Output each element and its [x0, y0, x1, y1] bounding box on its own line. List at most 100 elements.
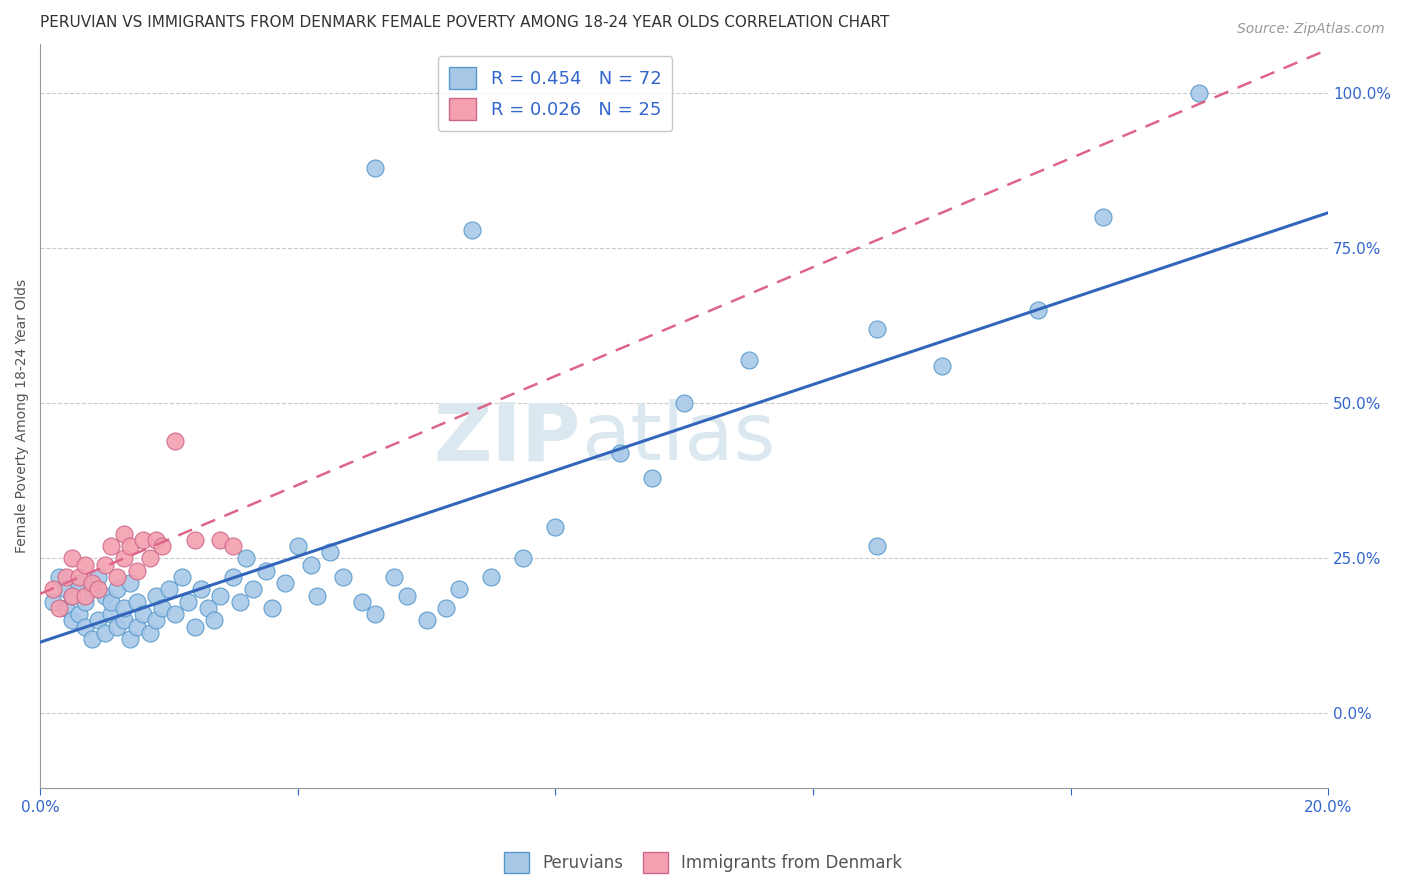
Point — [48, 570, 70, 584]
Point — [434, 601, 457, 615]
Point — [75, 595, 97, 609]
Point — [202, 613, 225, 627]
Point — [260, 601, 283, 615]
Point — [93, 558, 115, 572]
Point — [145, 613, 167, 627]
Y-axis label: Female Poverty Among 18-24 Year Olds: Female Poverty Among 18-24 Year Olds — [15, 278, 30, 553]
Point — [80, 632, 103, 646]
Point — [209, 589, 232, 603]
Point — [382, 570, 405, 584]
Point — [235, 551, 257, 566]
Point — [125, 619, 148, 633]
Point — [165, 434, 187, 448]
Point — [1091, 211, 1114, 225]
Point — [55, 582, 77, 597]
Point — [42, 582, 65, 597]
Point — [332, 570, 354, 584]
Point — [60, 589, 83, 603]
Point — [42, 595, 65, 609]
Point — [138, 625, 160, 640]
Legend: R = 0.454   N = 72, R = 0.026   N = 25: R = 0.454 N = 72, R = 0.026 N = 25 — [439, 56, 672, 131]
Point — [544, 520, 567, 534]
Point — [112, 551, 135, 566]
Point — [80, 582, 103, 597]
Point — [60, 551, 83, 566]
Point — [75, 619, 97, 633]
Point — [190, 582, 212, 597]
Point — [352, 595, 374, 609]
Point — [177, 595, 200, 609]
Point — [1188, 87, 1211, 101]
Point — [132, 607, 155, 621]
Point — [87, 582, 110, 597]
Point — [145, 589, 167, 603]
Point — [415, 613, 437, 627]
Point — [120, 632, 142, 646]
Point — [305, 589, 328, 603]
Point — [183, 619, 205, 633]
Point — [319, 545, 342, 559]
Point — [254, 564, 277, 578]
Point — [100, 607, 122, 621]
Point — [165, 607, 187, 621]
Point — [67, 576, 90, 591]
Point — [242, 582, 264, 597]
Point — [170, 570, 193, 584]
Point — [100, 539, 122, 553]
Point — [157, 582, 180, 597]
Point — [287, 539, 309, 553]
Point — [75, 589, 97, 603]
Text: PERUVIAN VS IMMIGRANTS FROM DENMARK FEMALE POVERTY AMONG 18-24 YEAR OLDS CORRELA: PERUVIAN VS IMMIGRANTS FROM DENMARK FEMA… — [41, 15, 890, 30]
Point — [396, 589, 419, 603]
Text: Source: ZipAtlas.com: Source: ZipAtlas.com — [1237, 22, 1385, 37]
Point — [299, 558, 322, 572]
Point — [93, 589, 115, 603]
Point — [125, 595, 148, 609]
Point — [229, 595, 252, 609]
Point — [673, 396, 696, 410]
Point — [87, 613, 110, 627]
Text: ZIP: ZIP — [434, 399, 581, 477]
Point — [931, 359, 953, 373]
Point — [1028, 303, 1050, 318]
Point — [105, 582, 128, 597]
Point — [274, 576, 297, 591]
Point — [152, 539, 174, 553]
Point — [222, 539, 245, 553]
Point — [48, 601, 70, 615]
Point — [512, 551, 534, 566]
Point — [222, 570, 245, 584]
Point — [60, 589, 83, 603]
Point — [112, 526, 135, 541]
Point — [460, 222, 482, 236]
Point — [209, 533, 232, 547]
Point — [132, 533, 155, 547]
Point — [60, 613, 83, 627]
Point — [112, 601, 135, 615]
Point — [67, 570, 90, 584]
Point — [80, 576, 103, 591]
Point — [479, 570, 502, 584]
Point — [55, 570, 77, 584]
Point — [183, 533, 205, 547]
Point — [364, 607, 387, 621]
Point — [75, 558, 97, 572]
Point — [152, 601, 174, 615]
Point — [138, 551, 160, 566]
Point — [641, 471, 664, 485]
Point — [93, 625, 115, 640]
Point — [447, 582, 470, 597]
Point — [120, 539, 142, 553]
Point — [125, 564, 148, 578]
Point — [105, 570, 128, 584]
Point — [55, 601, 77, 615]
Point — [609, 446, 631, 460]
Point — [67, 607, 90, 621]
Point — [364, 161, 387, 175]
Legend: Peruvians, Immigrants from Denmark: Peruvians, Immigrants from Denmark — [496, 846, 910, 880]
Point — [120, 576, 142, 591]
Point — [87, 570, 110, 584]
Point — [112, 613, 135, 627]
Point — [866, 322, 889, 336]
Point — [737, 352, 759, 367]
